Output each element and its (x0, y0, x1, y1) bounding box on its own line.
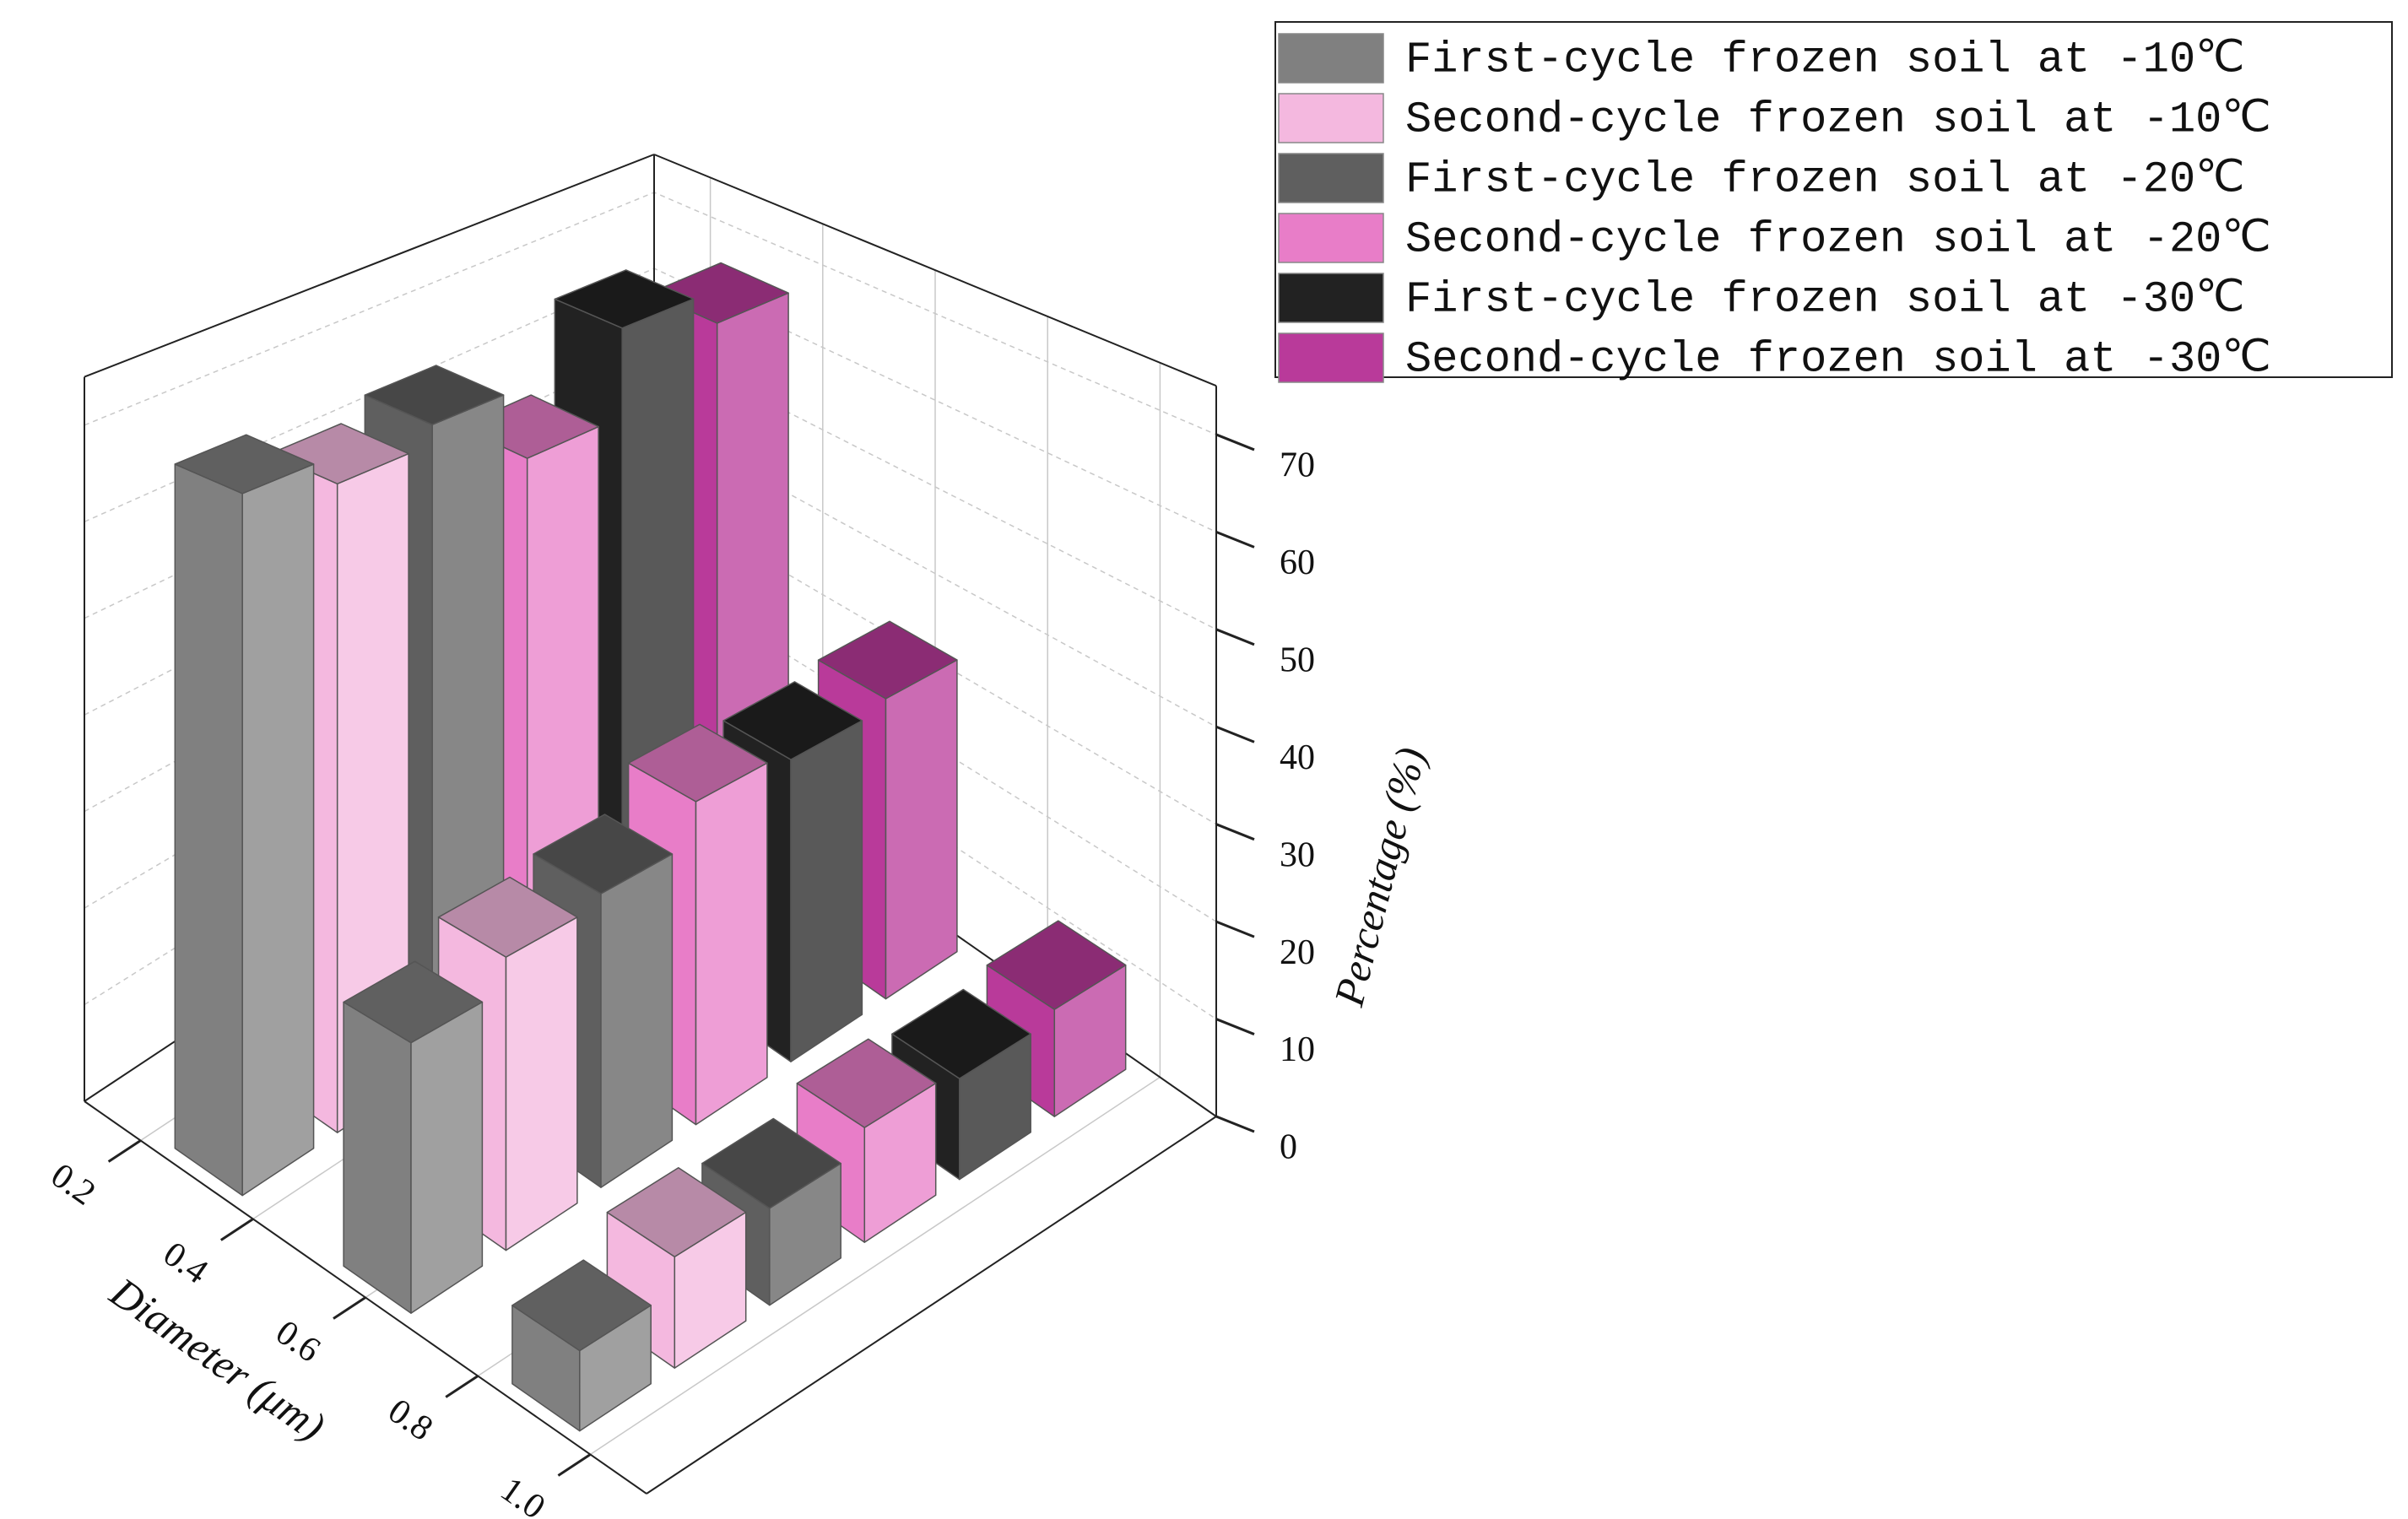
bar-top (701, 1117, 841, 1209)
x-tick-label: 1.0 (494, 1470, 552, 1519)
x-tick (333, 1296, 366, 1320)
bar-top (343, 960, 484, 1044)
legend-swatch (1278, 273, 1384, 323)
bar-top (511, 1259, 652, 1352)
y-tick (1215, 1115, 1255, 1133)
legend-swatch (1278, 332, 1384, 383)
y-tick (1215, 725, 1255, 743)
legend-swatch (1278, 213, 1384, 263)
legend-swatch (1278, 33, 1384, 84)
bar-layer (174, 262, 1127, 1432)
x-tick-label: 0.4 (156, 1235, 214, 1292)
y-tick-label: 20 (1280, 933, 1315, 972)
box-edge (84, 154, 655, 378)
y-tick-label: 50 (1280, 641, 1315, 679)
x-tick (445, 1375, 479, 1398)
box-edge (653, 154, 1217, 387)
y-tick (1215, 1018, 1255, 1035)
legend-label: First-cycle frozen soil at -30℃ (1405, 275, 2245, 325)
y-axis-title: Percentage (%) (1324, 743, 1434, 1011)
x-tick-label: 0.6 (268, 1313, 327, 1370)
y-tick (1215, 628, 1255, 646)
box-edge (646, 1116, 1217, 1495)
bar-top (533, 814, 674, 895)
bar-front (600, 853, 674, 1188)
y-tick-label: 10 (1280, 1030, 1315, 1069)
bar-front (695, 762, 768, 1126)
y-tick-label: 40 (1280, 738, 1315, 777)
bar-side (174, 463, 243, 1197)
bar-top (606, 1167, 747, 1258)
bar-top (722, 681, 863, 760)
bar-top (817, 620, 958, 700)
x-tick (557, 1453, 592, 1477)
legend-label: Second-cycle frozen soil at -30℃ (1405, 335, 2271, 385)
bar-top (554, 269, 695, 329)
bar-top (891, 988, 1031, 1079)
bar-top (174, 434, 315, 495)
legend-label: First-cycle frozen soil at -20℃ (1405, 155, 2245, 205)
bar-top (437, 876, 578, 958)
bar-top (986, 920, 1127, 1010)
bar-front (885, 659, 958, 1000)
bar-front (505, 916, 578, 1251)
legend-swatch (1278, 93, 1384, 143)
legend: First-cycle frozen soil at -10℃ Second-cy… (1274, 21, 2393, 385)
y-tick-label: 70 (1280, 446, 1315, 485)
y-tick-label: 30 (1280, 835, 1315, 874)
y-tick-label: 60 (1280, 543, 1315, 582)
x-tick (219, 1218, 254, 1241)
legend-label: First-cycle frozen soil at -10℃ (1405, 35, 2245, 85)
bar-top (627, 723, 768, 803)
y-tick (1215, 530, 1255, 549)
legend-label: Second-cycle frozen soil at -10℃ (1405, 95, 2271, 145)
bar-front (790, 720, 863, 1062)
legend-box (1274, 21, 2393, 378)
legend-label: Second-cycle frozen soil at -20℃ (1405, 215, 2271, 265)
y-tick (1215, 920, 1255, 938)
y-tick (1215, 823, 1255, 841)
x-tick-label: 0.8 (381, 1392, 439, 1449)
bar-top (796, 1038, 937, 1128)
bar-front (410, 1001, 484, 1314)
x-tick (107, 1139, 142, 1163)
y-tick (1215, 433, 1255, 451)
y-tick-label: 0 (1280, 1128, 1297, 1167)
x-tick-label: 0.2 (44, 1156, 102, 1214)
bar-top (364, 365, 505, 425)
legend-swatch (1278, 153, 1384, 203)
bar-side (343, 1001, 412, 1314)
bar-front (241, 463, 315, 1197)
